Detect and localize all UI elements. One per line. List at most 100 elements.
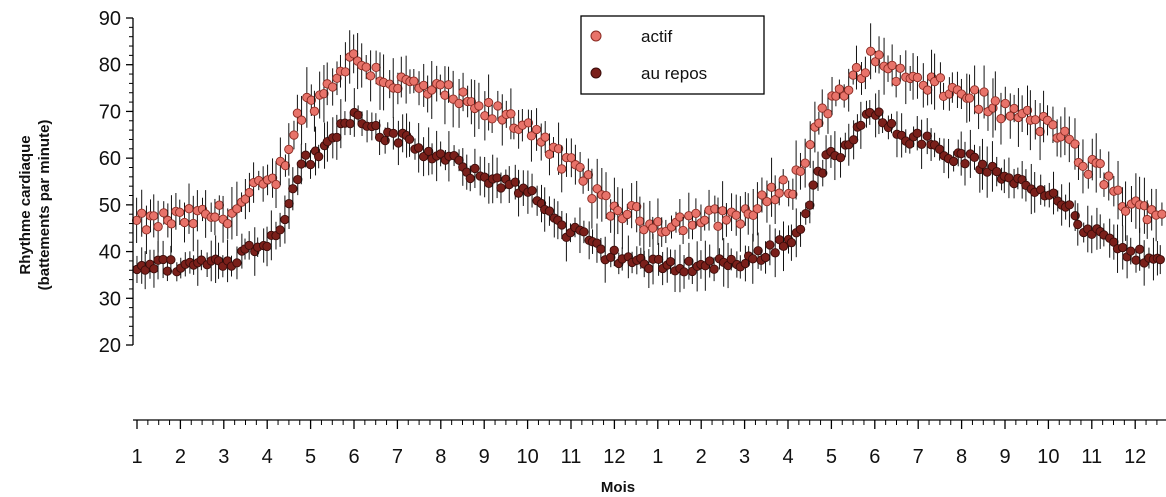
data-point — [709, 264, 719, 274]
data-point — [1009, 103, 1019, 114]
data-point — [788, 189, 798, 199]
data-point — [605, 211, 616, 221]
data-point — [496, 183, 506, 193]
data-point — [653, 254, 664, 265]
data-point — [609, 245, 619, 255]
data-point — [1070, 139, 1080, 149]
data-point — [705, 256, 715, 266]
data-point — [557, 220, 567, 230]
data-point — [922, 85, 933, 95]
data-point — [835, 152, 846, 163]
data-point — [262, 241, 272, 252]
data-point — [328, 82, 338, 92]
data-point — [527, 185, 537, 196]
data-point — [526, 131, 537, 141]
data-point — [361, 62, 371, 72]
data-point — [523, 118, 534, 128]
y-tick-label: 80 — [99, 55, 121, 77]
data-point — [1120, 206, 1131, 216]
data-point — [713, 221, 723, 231]
data-point — [371, 62, 381, 73]
x-tick-label: 1 — [652, 446, 663, 468]
data-point — [891, 76, 901, 87]
data-point — [305, 159, 316, 170]
data-point — [1118, 242, 1128, 253]
data-point — [805, 200, 815, 210]
x-tick-label: 11 — [1081, 446, 1102, 468]
x-tick-label: 10 — [1037, 446, 1059, 468]
data-point — [510, 177, 520, 187]
data-point — [365, 71, 376, 81]
data-point — [844, 85, 854, 95]
data-point — [141, 225, 152, 235]
y-axis-title-line2: (battements par minute) — [36, 120, 53, 291]
data-point — [296, 159, 306, 169]
data-point — [393, 138, 404, 148]
data-point — [1131, 255, 1141, 265]
data-point — [1139, 201, 1150, 211]
data-point — [1126, 246, 1136, 256]
data-point — [493, 101, 503, 111]
data-point — [851, 62, 862, 73]
data-point — [540, 132, 550, 142]
data-point — [184, 204, 194, 214]
data-point — [996, 114, 1006, 124]
data-point — [380, 135, 390, 146]
data-point — [443, 80, 454, 90]
x-tick-label: 8 — [435, 446, 446, 468]
data-point — [353, 110, 363, 120]
data-point — [865, 46, 876, 56]
x-tick-label: 5 — [826, 446, 837, 468]
data-point — [1104, 171, 1114, 181]
data-point — [735, 219, 746, 229]
data-point — [414, 143, 424, 153]
data-point — [579, 227, 589, 237]
data-point — [992, 166, 1002, 177]
x-tick-label: 4 — [782, 446, 793, 468]
data-point — [409, 76, 419, 86]
data-point — [149, 264, 159, 274]
data-point — [435, 149, 446, 159]
data-point — [639, 225, 649, 235]
data-point — [1155, 254, 1165, 265]
legend-marker-au-repos — [590, 67, 602, 79]
y-axis: 20 30 40 50 60 70 80 90 — [99, 8, 134, 357]
data-point — [596, 244, 606, 254]
data-point — [419, 80, 429, 91]
data-point — [684, 256, 694, 266]
data-point — [653, 217, 663, 227]
legend-label-au-repos: au repos — [641, 64, 707, 83]
data-point — [752, 204, 763, 214]
data-point — [665, 256, 676, 267]
data-point — [483, 97, 494, 108]
data-point — [808, 180, 818, 190]
data-point — [678, 225, 688, 236]
data-point — [465, 173, 475, 184]
data-point — [805, 139, 815, 150]
data-point — [778, 241, 789, 251]
data-point — [800, 158, 810, 168]
data-point — [296, 115, 307, 125]
data-point — [404, 134, 415, 144]
data-point — [814, 118, 824, 128]
data-point — [531, 124, 542, 135]
data-point — [731, 210, 741, 220]
data-point — [916, 139, 927, 149]
data-point — [601, 190, 611, 201]
data-point — [887, 60, 897, 71]
data-point — [977, 159, 988, 169]
x-tick-label: 12 — [603, 446, 625, 468]
data-point — [1113, 185, 1123, 195]
x-tick-label: 11 — [561, 446, 582, 468]
data-point — [644, 263, 654, 274]
data-point — [757, 190, 767, 200]
data-point — [578, 176, 588, 186]
series-actif — [131, 23, 1166, 257]
data-point — [1064, 200, 1075, 210]
data-point — [691, 208, 701, 219]
data-point — [817, 103, 827, 113]
y-tick-label: 20 — [99, 335, 121, 357]
x-tick-label: 2 — [696, 446, 707, 468]
data-point — [293, 174, 303, 185]
data-point — [956, 148, 966, 159]
